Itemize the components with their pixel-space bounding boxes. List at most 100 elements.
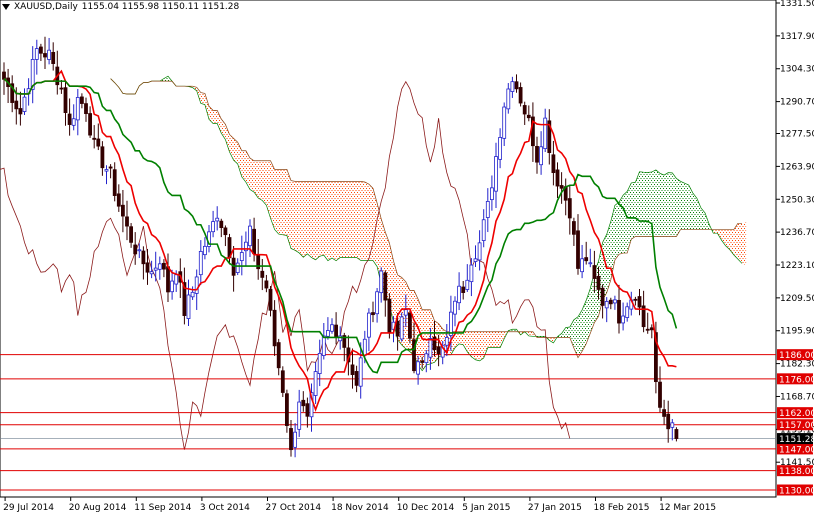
y-tick-label: 1250.30 xyxy=(780,195,814,205)
candle-body xyxy=(134,245,137,254)
candle-body xyxy=(536,146,539,162)
candle-body xyxy=(97,139,100,146)
candle-body xyxy=(372,313,375,315)
cloud-segment xyxy=(492,332,496,348)
cloud-segment xyxy=(291,181,295,251)
candle-body xyxy=(64,88,67,113)
y-tick-label: 1317.90 xyxy=(780,32,814,42)
candle-body xyxy=(404,310,407,315)
cloud-segment xyxy=(234,138,238,164)
candle-body xyxy=(400,317,403,339)
candle-body xyxy=(220,221,223,227)
x-tick-label: 29 Jul 2014 xyxy=(3,503,54,513)
cloud-segment xyxy=(369,184,373,260)
candle-body xyxy=(597,276,600,289)
candle-body xyxy=(15,101,18,109)
candle-body xyxy=(273,310,276,346)
dropdown-triangle-icon xyxy=(2,4,10,10)
cloud-segment xyxy=(742,222,746,265)
candle-body xyxy=(142,251,145,264)
candle-body xyxy=(380,271,383,293)
candle-body xyxy=(671,423,674,428)
cloud-segment xyxy=(283,169,287,235)
candle-body xyxy=(150,272,153,274)
cloud-segment xyxy=(640,172,644,237)
symbol-label: XAUUSD,Daily xyxy=(14,2,78,12)
candle-body xyxy=(634,299,637,300)
candle-body xyxy=(499,137,502,159)
candle-body xyxy=(236,263,239,272)
candle-body xyxy=(425,354,428,363)
x-tick-label: 11 Sep 2014 xyxy=(134,503,191,513)
candle-body xyxy=(326,331,329,337)
candle-body xyxy=(121,205,124,216)
candle-body xyxy=(585,258,588,261)
candle-body xyxy=(191,292,194,297)
cloud-segment xyxy=(488,332,492,348)
candle-body xyxy=(663,410,666,417)
cloud-segment xyxy=(615,202,619,260)
cloud-segment xyxy=(348,181,352,257)
cloud-segment xyxy=(332,181,336,260)
cloud-segment xyxy=(262,161,266,206)
candle-body xyxy=(613,300,616,303)
candle-body xyxy=(331,325,334,332)
x-tick-label: 18 Nov 2014 xyxy=(331,503,389,513)
cloud-segment xyxy=(328,181,332,260)
candle-body xyxy=(593,266,596,279)
candle-body xyxy=(3,72,6,79)
candle-body xyxy=(675,429,678,438)
cloud-segment xyxy=(713,230,717,234)
cloud-segment xyxy=(476,332,480,361)
candle-body xyxy=(318,353,321,373)
cloud-segment xyxy=(644,172,648,236)
cloud-segment xyxy=(324,181,328,260)
candle-body xyxy=(216,218,219,221)
cloud-segment xyxy=(480,332,484,361)
candle-body xyxy=(581,259,584,272)
x-tick-label: 18 Feb 2015 xyxy=(594,503,650,513)
candle-body xyxy=(85,104,88,114)
candle-body xyxy=(39,47,42,53)
candle-body xyxy=(203,246,206,254)
cloud-segment xyxy=(303,181,307,257)
cloud-segment xyxy=(668,173,672,237)
cloud-segment xyxy=(623,191,627,253)
cloud-segment xyxy=(529,332,533,337)
candle-body xyxy=(503,107,506,138)
candle-body xyxy=(224,228,227,235)
candle-body xyxy=(89,114,92,136)
cloud-segment xyxy=(578,310,582,358)
x-tick-label: 27 Oct 2014 xyxy=(266,503,322,513)
candle-body xyxy=(482,220,485,241)
cloud-segment xyxy=(254,161,258,198)
candle-body xyxy=(544,118,547,148)
candle-body xyxy=(417,362,420,374)
candle-body xyxy=(659,382,662,407)
candle-body xyxy=(306,404,309,417)
candle-body xyxy=(249,226,252,246)
candle-body xyxy=(44,53,47,57)
candle-body xyxy=(35,49,38,60)
y-tick-label: 1168.70 xyxy=(780,392,814,402)
candle-body xyxy=(80,97,83,104)
candle-body xyxy=(130,227,133,243)
candle-body xyxy=(437,347,440,354)
y-tick-label: 1209.50 xyxy=(780,294,814,304)
candle-body xyxy=(68,114,71,125)
candle-body xyxy=(396,321,399,336)
cloud-segment xyxy=(353,181,357,257)
candle-body xyxy=(577,231,580,269)
cloud-segment xyxy=(307,181,311,257)
x-tick-label: 27 Jan 2015 xyxy=(528,503,582,513)
candle-body xyxy=(622,316,625,323)
candle-body xyxy=(359,358,362,386)
cloud-segment xyxy=(312,181,316,259)
candle-body xyxy=(470,265,473,282)
cloud-segment xyxy=(672,173,676,237)
y-tick-label: 1290.70 xyxy=(780,98,814,108)
candle-body xyxy=(126,217,129,226)
candle-body xyxy=(556,170,559,186)
